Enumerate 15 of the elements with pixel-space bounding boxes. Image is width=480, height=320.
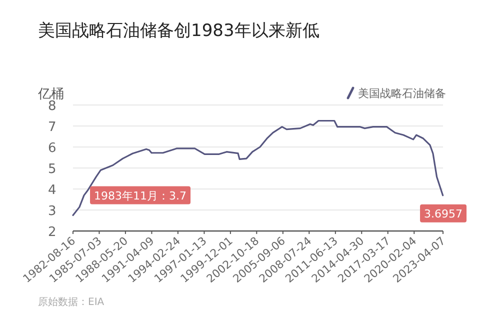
y-tick-label: 4 — [48, 183, 56, 198]
y-tick-label: 3 — [48, 204, 56, 219]
y-tick-label: 6 — [48, 141, 56, 156]
y-tick-label: 2 — [48, 225, 56, 240]
chart-title: 美国战略石油储备创1983年以来新低 — [38, 21, 320, 41]
legend-label: 美国战略石油储备 — [358, 87, 446, 100]
y-axis-title: 亿桶 — [37, 87, 64, 102]
annotation: 1983年11月：3.7 — [94, 189, 187, 202]
y-tick-label: 8 — [48, 99, 56, 114]
y-tick-label: 5 — [48, 162, 56, 177]
annotation: 3.6957 — [424, 207, 463, 220]
annotation: 3.6957 — [420, 204, 467, 222]
annotation: 1983年11月：3.7 — [90, 186, 191, 204]
y-tick-label: 7 — [48, 120, 56, 135]
text: 原始数据：EIA — [38, 296, 104, 308]
